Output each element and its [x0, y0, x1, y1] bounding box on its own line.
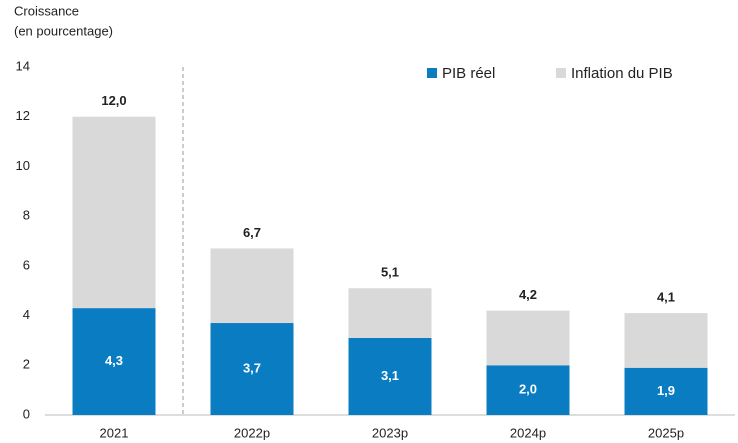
legend-label: Inflation du PIB — [571, 65, 673, 82]
bar-segment — [486, 310, 570, 366]
x-tick-label: 2025p — [648, 425, 684, 440]
total-label: 12,0 — [101, 93, 126, 108]
x-tick-label: 2022p — [234, 425, 270, 440]
y-tick-label: 4 — [23, 307, 30, 322]
y-tick-label: 2 — [23, 357, 30, 372]
bar-segment — [210, 323, 294, 415]
y-tick-label: 0 — [23, 406, 30, 421]
x-tick-label: 2023p — [372, 425, 408, 440]
y-axis-label: Croissance — [14, 3, 79, 18]
y-tick-label: 8 — [23, 208, 30, 223]
y-tick-label: 14 — [16, 58, 30, 73]
bar-segment — [624, 367, 708, 415]
bar-segment — [624, 313, 708, 368]
value-label: 4,3 — [105, 353, 123, 368]
legend-swatch — [556, 68, 566, 78]
y-tick-label: 10 — [16, 158, 30, 173]
total-label: 4,1 — [657, 290, 675, 305]
y-axis-label: (en pourcentage) — [14, 23, 113, 38]
value-label: 1,9 — [657, 383, 675, 398]
legend-label: PIB réel — [442, 65, 495, 82]
bar-segment — [348, 288, 432, 338]
y-tick-label: 12 — [16, 108, 30, 123]
total-label: 5,1 — [381, 265, 399, 280]
bar-segment — [210, 248, 294, 324]
x-tick-label: 2021 — [100, 425, 129, 440]
x-tick-label: 2024p — [510, 425, 546, 440]
bar-segment — [348, 337, 432, 415]
value-label: 3,1 — [381, 368, 399, 383]
legend-swatch — [427, 68, 437, 78]
y-tick-label: 6 — [23, 257, 30, 272]
bar-segment — [72, 308, 156, 415]
value-label: 2,0 — [519, 382, 537, 397]
bar-segment — [72, 116, 156, 309]
total-label: 6,7 — [243, 225, 261, 240]
bar-segment — [486, 365, 570, 415]
value-label: 3,7 — [243, 360, 261, 375]
total-label: 4,2 — [519, 287, 537, 302]
